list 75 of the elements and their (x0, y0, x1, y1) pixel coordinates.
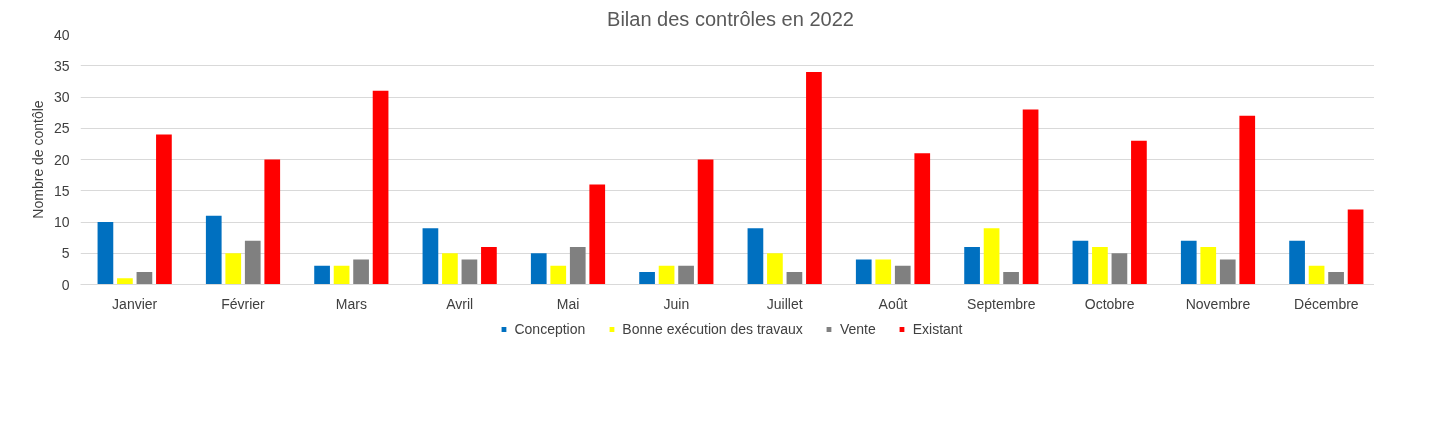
bar (658, 265, 675, 285)
bar (678, 265, 694, 285)
bar (806, 72, 822, 285)
bar (855, 259, 872, 285)
x-tick-label: Janvier (112, 295, 158, 312)
bar (550, 265, 567, 285)
bar (914, 153, 931, 285)
bar (461, 259, 478, 285)
bar (333, 265, 350, 285)
bar (767, 253, 783, 285)
bar (1003, 272, 1019, 285)
bar (225, 253, 242, 285)
bar (244, 240, 261, 285)
bar (353, 259, 369, 285)
bar (1072, 240, 1089, 285)
bar (1289, 240, 1305, 285)
bar (875, 259, 892, 285)
bar (983, 228, 1000, 285)
bar (747, 228, 764, 285)
bar (964, 247, 980, 285)
bar (1347, 209, 1364, 285)
bar (569, 247, 586, 285)
x-tick-label: Août (878, 295, 908, 312)
bar (1328, 272, 1344, 285)
bar (314, 265, 330, 285)
bar (1111, 253, 1128, 285)
x-tick-label: Mai (556, 295, 580, 312)
bar (97, 222, 114, 285)
bar (205, 215, 222, 285)
y-tick-label: 15 (53, 182, 70, 199)
bar (481, 247, 497, 285)
y-tick-label: 25 (53, 120, 70, 137)
bar (422, 228, 439, 285)
y-tick-label: 20 (53, 151, 70, 168)
bar (1200, 247, 1217, 285)
legend-label: Conception (514, 321, 586, 337)
legend-label: Bonne exécution des travaux (622, 321, 803, 337)
chart-title: Bilan des contrôles en 2022 (607, 7, 854, 30)
x-tick-label: Avril (446, 295, 474, 312)
bar (136, 272, 153, 285)
y-tick-label: 35 (53, 57, 70, 74)
y-axis-title: Nombre de contôle (29, 100, 46, 219)
y-tick-label: 0 (61, 276, 70, 293)
bar (589, 184, 606, 285)
x-tick-label: Juin (663, 295, 690, 312)
bar (1308, 265, 1325, 285)
x-tick-label: Décembre (1294, 295, 1359, 312)
y-tick-label: 5 (61, 245, 70, 262)
x-tick-label: Février (221, 295, 266, 312)
x-tick-label: Novembre (1185, 295, 1251, 312)
bar (530, 253, 547, 285)
bar (1022, 109, 1039, 285)
bar (264, 159, 281, 285)
x-tick-label: Mars (335, 295, 367, 312)
legend-label: Vente (839, 321, 876, 337)
bar (372, 90, 389, 285)
y-tick-label: 40 (53, 26, 70, 43)
bar (697, 159, 714, 285)
bar (1219, 259, 1236, 285)
bar (442, 253, 458, 285)
x-tick-label: Juillet (766, 295, 803, 312)
bar (1180, 240, 1197, 285)
legend-label: Existant (912, 321, 963, 337)
y-tick-label: 30 (53, 89, 70, 105)
x-tick-label: Octobre (1084, 295, 1135, 312)
bar (639, 272, 655, 285)
y-tick-label: 10 (53, 214, 70, 230)
bar (1131, 140, 1147, 285)
bar (1239, 115, 1256, 285)
bar (786, 272, 803, 285)
x-tick-label: Septembre (967, 295, 1036, 312)
bar (894, 265, 911, 285)
bar (1092, 247, 1108, 285)
bar (117, 278, 133, 285)
bar (156, 134, 172, 285)
